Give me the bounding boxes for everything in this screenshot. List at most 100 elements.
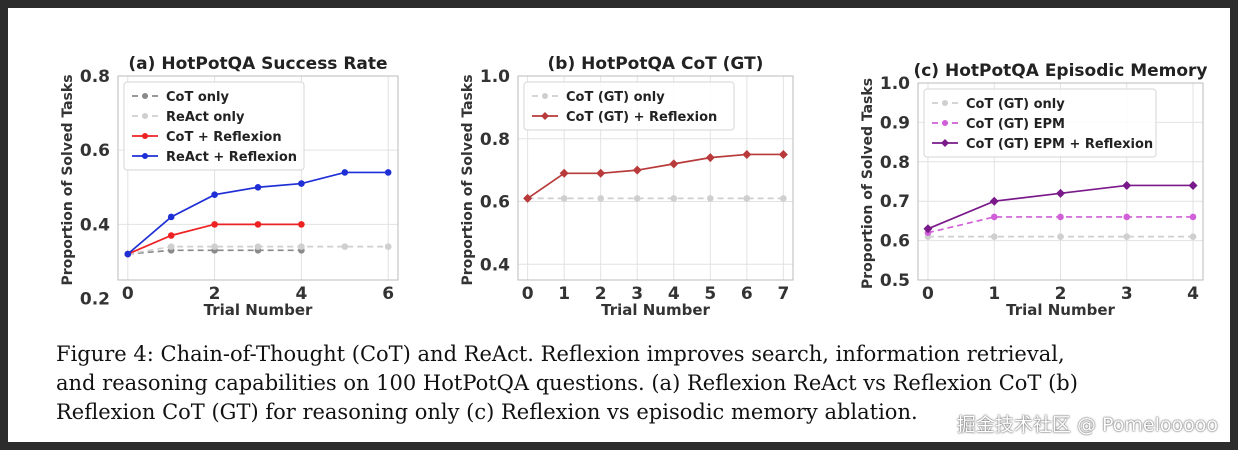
legend-label: CoT (GT) EPM xyxy=(966,117,1065,132)
chart-title: (c) HotPotQA Episodic Memory xyxy=(913,61,1207,81)
data-point xyxy=(990,233,998,240)
legend-label: ReAct + Reflexion xyxy=(166,150,297,165)
x-tick-label: 4 xyxy=(295,284,307,304)
x-axis-label: Trial Number xyxy=(601,301,710,319)
data-point xyxy=(523,193,533,203)
data-point xyxy=(1057,213,1064,221)
data-point xyxy=(1188,180,1198,190)
legend-marker xyxy=(142,93,148,99)
y-axis-label: Proportion of Solved Tasks xyxy=(460,74,476,285)
legend-label: CoT only xyxy=(166,90,230,105)
data-point xyxy=(705,153,715,163)
legend-label: ReAct only xyxy=(166,110,245,125)
x-tick-label: 3 xyxy=(1121,284,1133,304)
x-tick-label: 2 xyxy=(209,284,221,304)
y-tick-label: 0.8 xyxy=(880,153,910,173)
y-axis-label: Proportion of Solved Tasks xyxy=(860,78,876,289)
data-point xyxy=(1189,213,1197,221)
caption-line-2: and reasoning capabilities on 100 HotPot… xyxy=(56,371,1078,395)
data-point xyxy=(1189,233,1197,240)
x-axis-label: Trial Number xyxy=(1006,301,1115,319)
y-tick-label: 0.8 xyxy=(480,130,510,150)
y-tick-label: 0.4 xyxy=(480,255,510,275)
y-axis-label: Proportion of Solved Tasks xyxy=(60,74,76,285)
y-tick-label: 0.6 xyxy=(80,141,110,161)
data-point xyxy=(707,195,714,202)
legend-label: CoT + Reflexion xyxy=(166,130,282,145)
y-tick-label: 0.5 xyxy=(880,271,910,291)
legend: CoT only ReAct only CoT + Reflexion ReAct +… xyxy=(123,81,305,171)
data-point xyxy=(384,243,392,250)
data-point xyxy=(1123,233,1131,240)
data-point xyxy=(778,149,788,159)
x-tick-label: 0 xyxy=(122,284,134,304)
data-point xyxy=(254,183,262,191)
legend-label: CoT (GT) only xyxy=(566,90,665,105)
x-tick-label: 6 xyxy=(741,284,753,304)
figure-caption: Figure 4: Chain-of-Thought (CoT) and ReA… xyxy=(56,340,1216,427)
x-tick-label: 4 xyxy=(668,284,680,304)
y-tick-label: 0.8 xyxy=(80,67,110,87)
chart-1: 0.4 0.6 0.8 1.0 0 1 2 3 4 5 6 7 (b) HotPotQA CoT (GT… xyxy=(460,54,794,319)
y-tick-label: 0.2 xyxy=(80,290,110,310)
legend-marker xyxy=(142,113,148,119)
chart-title: (a) HotPotQA Success Rate xyxy=(128,54,387,74)
series-3 xyxy=(124,169,392,258)
watermark: 掘金技术社区 @ Pomelooooo xyxy=(956,414,1218,436)
chart-0: 0.2 0.4 0.6 0.8 0 2 4 6 (a) HotPotQA Success Rat… xyxy=(60,54,399,319)
legend-label: CoT (GT) + Reflexion xyxy=(566,110,717,125)
x-tick-label: 2 xyxy=(595,284,607,304)
x-tick-label: 7 xyxy=(777,284,789,304)
data-point xyxy=(1122,180,1132,190)
y-tick-label: 1.0 xyxy=(880,74,910,94)
legend-label: CoT (GT) only xyxy=(966,97,1065,112)
legend: CoT (GT) only CoT (GT) EPM CoT (GT) EPM + … xyxy=(923,88,1157,158)
plot-border xyxy=(117,75,399,281)
legend-marker xyxy=(942,120,948,126)
data-point xyxy=(211,221,218,228)
data-point xyxy=(989,196,999,206)
legend: CoT (GT) only CoT (GT) + Reflexion xyxy=(523,81,735,131)
legend-label: CoT (GT) EPM + Reflexion xyxy=(966,137,1153,152)
data-point xyxy=(923,224,933,234)
data-point xyxy=(743,195,751,202)
data-point xyxy=(742,149,752,159)
chart-2: 0.5 0.6 0.7 0.8 0.9 1.0 0 1 2 3 4 (c) HotPotQA Epis… xyxy=(860,61,1208,319)
legend-marker xyxy=(542,93,548,99)
y-tick-label: 0.9 xyxy=(880,113,910,133)
data-point xyxy=(298,180,305,187)
data-point xyxy=(559,168,569,178)
chart-title: (b) HotPotQA CoT (GT) xyxy=(548,54,764,74)
x-tick-label: 0 xyxy=(522,284,534,304)
series-1 xyxy=(523,149,788,203)
data-point xyxy=(211,243,218,250)
series-0 xyxy=(524,195,787,202)
data-point xyxy=(560,195,568,202)
data-point xyxy=(1057,233,1064,240)
legend-box xyxy=(923,88,1157,158)
data-point xyxy=(780,195,787,202)
data-point xyxy=(298,221,305,228)
data-point xyxy=(1056,188,1065,198)
data-point xyxy=(124,250,132,258)
data-point xyxy=(341,169,349,176)
data-point xyxy=(384,169,392,176)
legend-marker xyxy=(142,153,148,159)
data-point xyxy=(597,195,604,202)
data-point xyxy=(632,165,642,175)
figure-sheet: 0.2 0.4 0.6 0.8 0 2 4 6 (a) HotPotQA Success Rat… xyxy=(8,8,1230,442)
plot-border xyxy=(917,82,1204,281)
data-point xyxy=(167,243,175,250)
x-tick-label: 4 xyxy=(1187,284,1199,304)
series-line xyxy=(527,153,784,200)
data-point xyxy=(254,243,262,250)
data-point xyxy=(341,243,349,250)
legend-marker xyxy=(941,139,949,147)
y-tick-label: 0.7 xyxy=(880,192,910,212)
legend-box xyxy=(123,81,305,171)
y-tick-label: 1.0 xyxy=(480,67,510,87)
data-point xyxy=(167,213,175,221)
data-point xyxy=(669,159,679,169)
caption-line-1: Figure 4: Chain-of-Thought (CoT) and ReA… xyxy=(56,342,1065,366)
charts-canvas: 0.2 0.4 0.6 0.8 0 2 4 6 (a) HotPotQA Success Rat… xyxy=(60,54,1208,319)
